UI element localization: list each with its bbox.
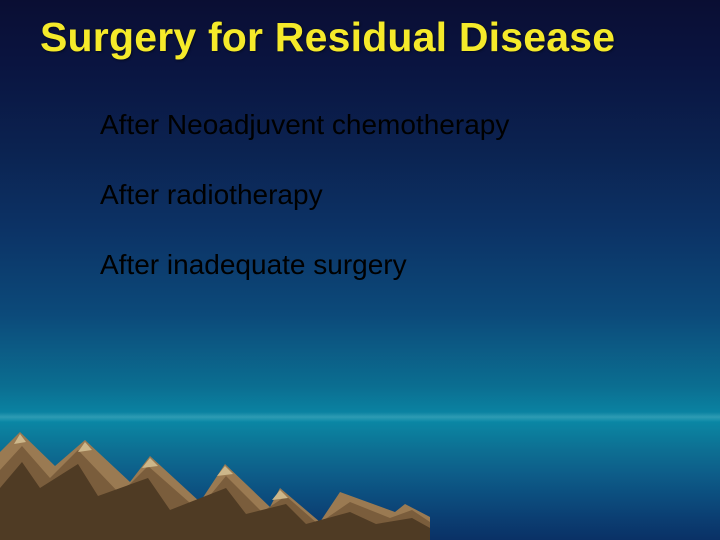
bullet-3: After inadequate surgery (100, 248, 660, 282)
sea-background (0, 420, 720, 540)
bullet-2: After radiotherapy (100, 178, 660, 212)
slide: Surgery for Residual Disease After Neoad… (0, 0, 720, 540)
slide-title: Surgery for Residual Disease (40, 14, 680, 61)
bullet-1: After Neoadjuvent chemotherapy (100, 108, 660, 142)
horizon-glow (0, 412, 720, 422)
